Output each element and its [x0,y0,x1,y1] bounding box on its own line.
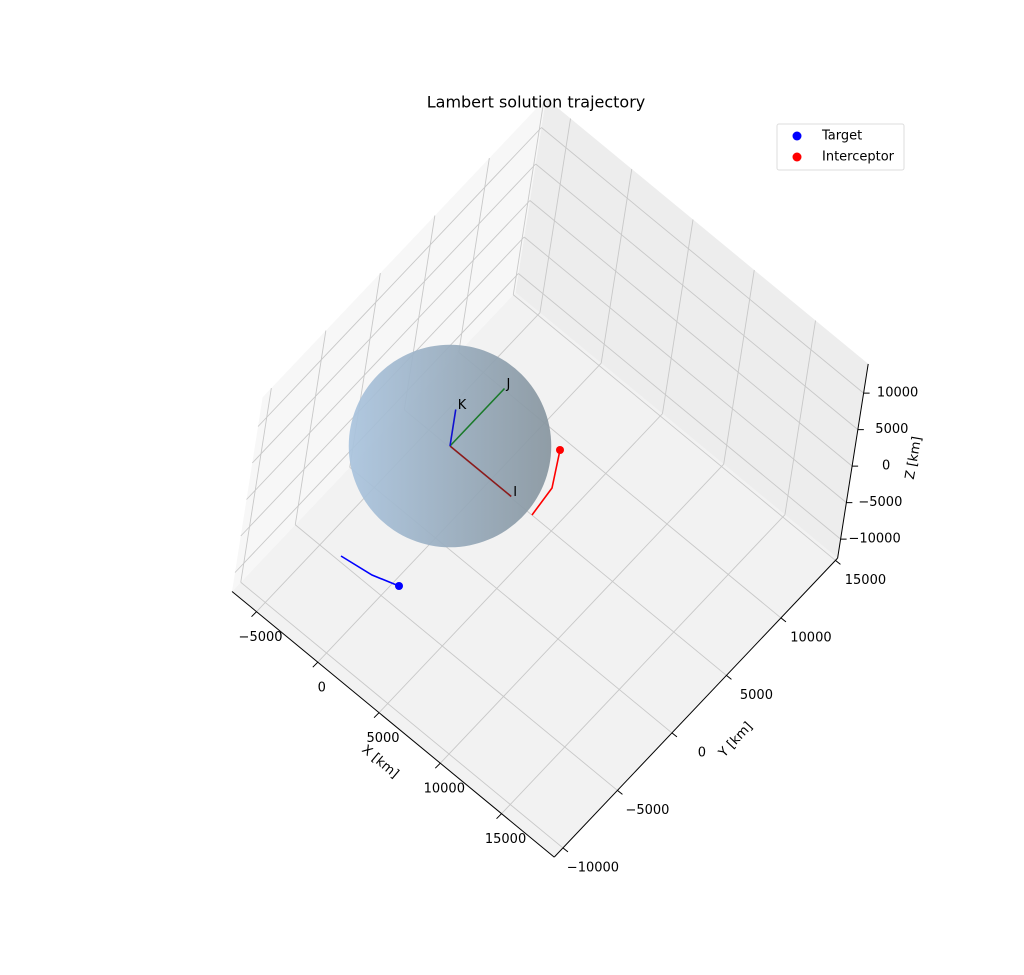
x-tick-label: 10000 [424,782,465,797]
y-tick-label: −10000 [567,860,619,875]
pane-right [515,98,869,559]
grid-line [723,269,755,465]
grid-line [512,100,545,295]
grid-line [661,219,694,414]
z-tick-label: 5000 [875,422,908,437]
legend-box [776,123,905,171]
frame-axis-label: I [513,485,517,500]
frame-axis [449,387,506,447]
x-tick-label: 5000 [366,731,399,746]
y-tick [671,732,678,738]
frame-axis-label: K [458,398,467,413]
grid-line [784,320,816,515]
x-axis-label: X [km] [359,742,402,781]
pane-left [232,98,547,592]
grid-line [529,200,853,467]
legend-marker [792,152,802,162]
grid-line [294,330,327,525]
grid-line [600,168,633,364]
chart-title: Lambert solution trajectory [427,93,646,112]
z-axis-line [837,363,869,559]
x-tick-label: 0 [318,681,326,696]
y-tick-label: 0 [698,745,706,760]
x-tick [496,813,502,820]
grid-line [251,163,537,464]
x-tick [373,712,380,719]
panes [232,98,869,858]
z-tick-label: 10000 [877,386,918,401]
grid-line [240,388,272,583]
x-tick-label: −5000 [239,630,283,645]
grid-line [294,524,618,791]
y-tick-label: −5000 [625,803,669,818]
z-axis-label: Z [km] [903,435,925,480]
grid-line [512,294,836,561]
z-tick-label: 0 [882,459,890,474]
grid-line [378,413,663,713]
y-tick [780,617,787,623]
marks [231,344,870,858]
grid-line [257,127,542,427]
legend-label: Interceptor [822,150,895,165]
y-tick [835,560,841,565]
y-tick [562,847,569,853]
frame-axis [449,445,512,498]
position-marker [556,445,565,454]
z-tick-label: −5000 [858,495,902,510]
grid-line [518,273,841,540]
y-tick [726,675,732,680]
grid-line [439,463,725,764]
grid-line [458,158,490,353]
z-tick-label: −10000 [848,532,900,547]
grid-line [246,200,531,500]
trajectory [531,449,561,516]
y-tick-label: 10000 [790,630,831,645]
frame-axis [449,409,457,447]
legend-marker [792,131,802,141]
x-tick-label: 15000 [485,832,526,847]
grid-line [501,514,786,814]
y-tick-label: 5000 [740,688,773,703]
y-axis-line [553,557,838,858]
frame-axis-label: J [506,377,511,392]
grid-line [541,127,864,394]
y-tick [617,790,623,795]
legend: Target Interceptor [776,123,905,171]
grid-line [523,236,847,503]
grid-line [539,118,571,313]
x-tick [251,611,257,618]
legend-label: Target [821,129,862,144]
grid-line [240,581,564,849]
position-marker [394,582,403,591]
x-tick [312,661,319,668]
x-axis-line [231,591,555,858]
trajectory [340,555,400,587]
y-axis-label: Y [km] [715,719,756,761]
x-tick [434,762,441,769]
y-tick-label: 15000 [845,573,886,588]
grid-line [535,163,859,430]
